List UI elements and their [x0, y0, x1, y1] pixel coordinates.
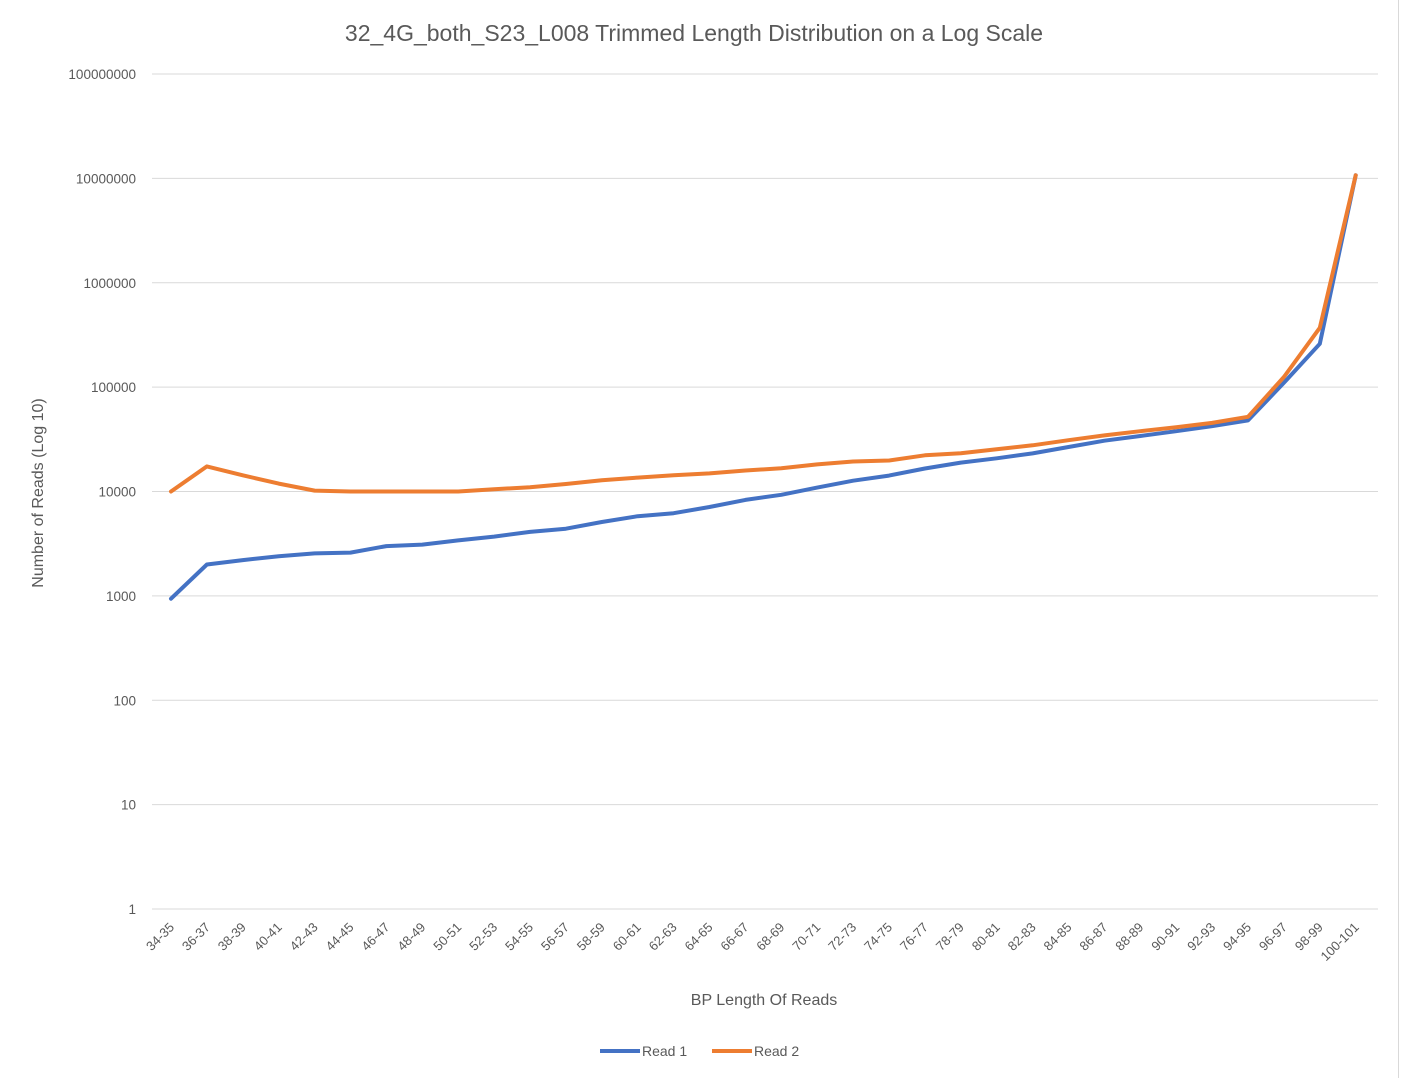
x-tick-label: 78-79 [933, 920, 967, 954]
x-tick-label: 88-89 [1112, 920, 1146, 954]
chart-border [1398, 0, 1399, 1078]
x-tick-label: 90-91 [1148, 920, 1182, 954]
y-tick-label: 10 [121, 798, 136, 813]
x-tick-label: 76-77 [897, 920, 931, 954]
x-tick-label: 40-41 [251, 920, 285, 954]
x-tick-label: 58-59 [574, 920, 608, 954]
x-tick-label: 70-71 [789, 920, 823, 954]
x-axis-tick-labels: 34-35 36-37 38-39 40-41 42-43 44-45 46-47 48-49… [143, 920, 1362, 964]
x-tick-label: 80-81 [969, 920, 1003, 954]
y-tick-label: 100000000 [68, 67, 136, 82]
legend: Read 1 Read 2 [600, 1043, 799, 1059]
x-tick-label: 66-67 [717, 920, 751, 954]
x-axis-title: BP Length Of Reads [691, 992, 837, 1009]
y-tick-label: 1000 [106, 589, 136, 604]
y-tick-label: 10000000 [76, 171, 136, 186]
x-tick-label: 94-95 [1220, 920, 1254, 954]
x-tick-label: 46-47 [358, 920, 392, 954]
x-tick-label: 36-37 [179, 920, 213, 954]
x-tick-label: 100-101 [1317, 920, 1361, 964]
x-tick-label: 82-83 [1005, 920, 1039, 954]
y-axis-tick-labels: 1 10 100 1000 10000 100000 1000000 10000000 1000… [68, 67, 136, 917]
x-tick-label: 64-65 [682, 920, 716, 954]
x-tick-label: 68-69 [753, 920, 787, 954]
x-tick-label: 54-55 [502, 920, 536, 954]
x-tick-label: 52-53 [466, 920, 500, 954]
x-tick-label: 44-45 [323, 920, 357, 954]
y-axis-title: Number of Reads (Log 10) [30, 398, 47, 587]
y-tick-label: 1000000 [83, 276, 136, 291]
series-lines [169, 173, 1358, 601]
y-tick-label: 100000 [91, 380, 136, 395]
legend-label: Read 1 [642, 1043, 687, 1059]
x-tick-label: 72-73 [825, 920, 859, 954]
x-tick-label: 48-49 [394, 920, 428, 954]
y-tick-label: 100 [113, 693, 136, 708]
x-tick-label: 86-87 [1076, 920, 1110, 954]
x-tick-label: 34-35 [143, 920, 177, 954]
x-tick-label: 74-75 [861, 920, 895, 954]
x-tick-label: 60-61 [610, 920, 644, 954]
x-tick-label: 38-39 [215, 920, 249, 954]
y-tick-label: 1 [128, 902, 136, 917]
series-line-1 [169, 173, 1358, 601]
x-tick-label: 92-93 [1184, 920, 1218, 954]
x-tick-label: 84-85 [1041, 920, 1075, 954]
x-tick-label: 96-97 [1256, 920, 1290, 954]
x-tick-label: 42-43 [287, 920, 321, 954]
x-tick-label: 56-57 [538, 920, 572, 954]
legend-label: Read 2 [754, 1043, 799, 1059]
chart-title: 32_4G_both_S23_L008 Trimmed Length Distr… [345, 20, 1043, 46]
x-tick-label: 62-63 [646, 920, 680, 954]
x-tick-label: 98-99 [1292, 920, 1326, 954]
series-line-2 [169, 173, 1358, 494]
x-tick-label: 50-51 [430, 920, 464, 954]
y-tick-label: 10000 [98, 485, 136, 500]
